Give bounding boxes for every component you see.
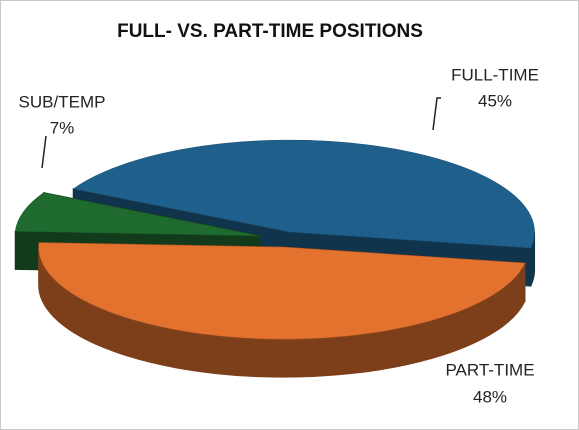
slice — [72, 139, 535, 249]
slice — [38, 242, 526, 340]
slice-label: SUB/TEMP — [19, 92, 106, 111]
slice-value-label: 45% — [478, 91, 512, 110]
chart-title: FULL- VS. PART-TIME POSITIONS — [117, 21, 423, 42]
slice — [14, 192, 260, 237]
leader-line — [41, 135, 47, 169]
slice-label: PART-TIME — [445, 360, 534, 379]
leader-line — [432, 97, 441, 131]
slice-value-label: 7% — [50, 118, 75, 137]
slice-value-label: 48% — [473, 387, 507, 406]
slice-label: FULL-TIME — [451, 65, 539, 84]
